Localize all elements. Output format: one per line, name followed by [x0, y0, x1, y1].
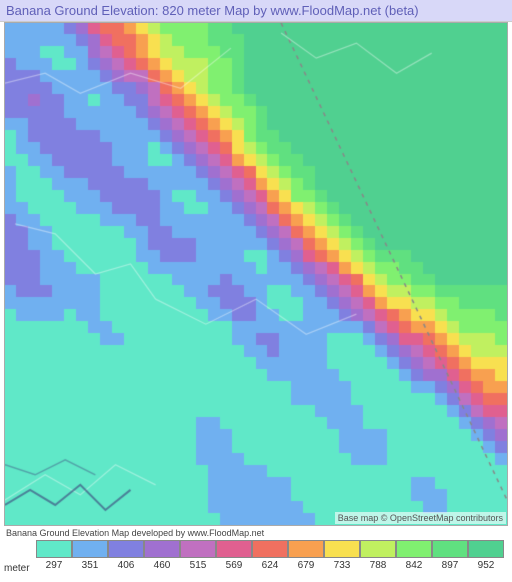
legend-tick: 842 [406, 560, 423, 571]
legend-swatch [252, 540, 288, 558]
legend-swatch [468, 540, 504, 558]
legend-swatch [288, 540, 324, 558]
legend-swatch [396, 540, 432, 558]
legend-tick: 679 [298, 560, 315, 571]
legend-swatch [108, 540, 144, 558]
legend-swatch [180, 540, 216, 558]
map-attribution: Base map © OpenStreetMap contributors [335, 512, 506, 524]
legend-tick: 515 [190, 560, 207, 571]
legend-swatch [324, 540, 360, 558]
legend-tick: 569 [226, 560, 243, 571]
title-bar: Banana Ground Elevation: 820 meter Map b… [0, 0, 512, 22]
legend-swatch [72, 540, 108, 558]
map-credit: Banana Ground Elevation Map developed by… [6, 528, 264, 538]
legend-tick: 733 [334, 560, 351, 571]
legend-swatch [216, 540, 252, 558]
legend-swatch [144, 540, 180, 558]
legend-tick: 952 [478, 560, 495, 571]
legend-tick: 351 [82, 560, 99, 571]
page-title: Banana Ground Elevation: 820 meter Map b… [6, 3, 419, 18]
legend-swatch [432, 540, 468, 558]
legend-tick: 788 [370, 560, 387, 571]
legend-tick: 624 [262, 560, 279, 571]
legend-tick: 406 [118, 560, 135, 571]
elevation-map: penStreetMap Base map © OpenStreetMap co… [4, 22, 508, 526]
map-canvas [5, 23, 507, 525]
legend-tick: 460 [154, 560, 171, 571]
legend: meter 297 351 406 460 515 569 624 679 733 788 842 8… [4, 540, 508, 578]
legend-swatch [360, 540, 396, 558]
legend-swatches [36, 540, 504, 558]
legend-tick: 297 [46, 560, 63, 571]
legend-tick: 897 [442, 560, 459, 571]
legend-unit-label: meter [4, 563, 30, 574]
legend-swatch [36, 540, 72, 558]
